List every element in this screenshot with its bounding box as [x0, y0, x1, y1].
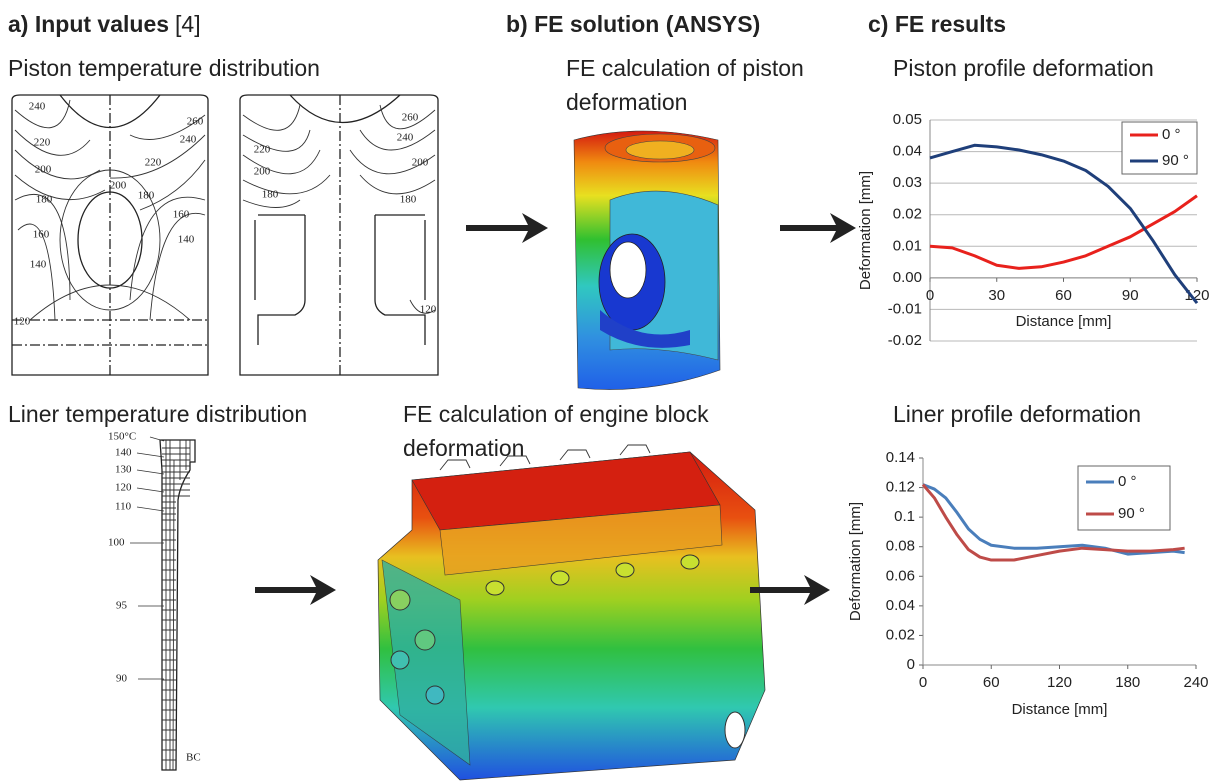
y-tick-label: -0.01: [888, 300, 922, 317]
caption: FE calculation of engine block: [403, 401, 709, 427]
y-tick-label: 0.1: [894, 508, 915, 525]
contour-label: 240: [180, 134, 197, 146]
x-tick-label: 0: [926, 287, 934, 304]
y-axis-label: Deformation [mm]: [857, 171, 874, 290]
contour-label: 220: [254, 144, 271, 156]
caption: deformation: [566, 89, 687, 115]
contour-label: 180: [400, 194, 417, 206]
data-line: [930, 196, 1197, 269]
leader-line: [137, 470, 164, 474]
y-tick-label: 0.06: [886, 567, 915, 584]
y-tick-label: 0.02: [893, 206, 922, 223]
temperature-label: 140: [115, 447, 132, 459]
caption: Piston temperature distribution: [8, 55, 320, 81]
y-tick-label: 0.04: [893, 143, 922, 160]
temperature-label: 110: [115, 501, 132, 513]
legend-label: 90 °: [1118, 505, 1145, 522]
leader-line: [137, 453, 164, 457]
arrow: [466, 213, 548, 243]
caption: Liner temperature distribution: [8, 401, 307, 427]
x-axis-label: Distance [mm]: [1016, 313, 1112, 330]
temperature-label: 100: [108, 537, 125, 549]
contour-label: 140: [178, 234, 195, 246]
y-tick-label: 0.01: [893, 237, 922, 254]
temperature-label: 90: [116, 673, 128, 685]
contour-label: 160: [33, 229, 50, 241]
temperature-label: 95: [116, 600, 128, 612]
leader-line: [150, 437, 164, 441]
contour-label: 160: [173, 209, 190, 221]
x-tick-label: 120: [1047, 674, 1072, 691]
y-tick-label: 0.00: [893, 269, 922, 286]
section-header: b) FE solution (ANSYS): [506, 11, 760, 37]
y-tick-label: 0.02: [886, 626, 915, 643]
header-ref: [4]: [175, 11, 201, 37]
contour-label: 200: [254, 166, 271, 178]
y-tick-label: 0.05: [893, 111, 922, 128]
temperature-label: BC: [186, 752, 201, 764]
contour-label: 240: [397, 132, 414, 144]
contour-label: 240: [29, 101, 46, 113]
section-header: c) FE results: [868, 11, 1006, 37]
figure: a) Input values[4] b) FE solution (ANSYS…: [0, 0, 1218, 783]
chart-title: Piston profile deformation: [893, 55, 1154, 81]
legend: 0 ° 90 °: [1078, 466, 1170, 530]
legend-label: 0 °: [1118, 473, 1137, 490]
temperature-label: 120: [115, 482, 132, 494]
x-tick-label: 60: [1055, 287, 1072, 304]
engine-block-fe-render: [378, 445, 765, 780]
caption: FE calculation of piston: [566, 55, 804, 81]
arrow: [255, 575, 336, 605]
x-tick-label: 240: [1183, 674, 1208, 691]
x-tick-label: 60: [983, 674, 1000, 691]
leader-line: [137, 488, 164, 492]
temperature-label: 150°C: [108, 431, 136, 443]
header-title: a) Input values: [8, 11, 169, 37]
piston-fe-render: [574, 131, 720, 390]
contour-label: 200: [412, 157, 429, 169]
legend: 0 ° 90 °: [1122, 122, 1197, 174]
y-tick-label: 0.03: [893, 174, 922, 191]
y-tick-label: 0.14: [886, 449, 915, 466]
legend-label: 90 °: [1162, 152, 1189, 169]
temperature-label: 130: [115, 464, 132, 476]
legend-label: 0 °: [1162, 126, 1181, 143]
liner-mesh: [160, 440, 195, 770]
chart-title: Liner profile deformation: [893, 401, 1141, 427]
y-tick-label: 0.12: [886, 479, 915, 496]
contour-label: 140: [30, 259, 47, 271]
y-axis-label: Deformation [mm]: [847, 502, 864, 621]
contour-label: 120: [420, 304, 437, 316]
x-tick-label: 90: [1122, 287, 1139, 304]
contour-label: 120: [14, 316, 31, 328]
contour-label: 200: [110, 180, 127, 192]
x-axis-label: Distance [mm]: [1012, 701, 1108, 718]
contour-label: 220: [145, 157, 162, 169]
x-tick-label: 30: [988, 287, 1005, 304]
contour-label: 180: [262, 189, 279, 201]
section-header: a) Input values[4]: [8, 11, 201, 37]
arrow: [750, 575, 830, 605]
y-tick-label: 0.08: [886, 538, 915, 555]
leader-line: [137, 507, 164, 511]
arrow: [780, 213, 856, 243]
contour-label: 260: [402, 112, 419, 124]
y-tick-label: 0: [907, 656, 915, 673]
contour-label: 260: [187, 116, 204, 128]
contour-label: 200: [35, 164, 52, 176]
x-tick-label: 0: [919, 674, 927, 691]
x-tick-label: 180: [1115, 674, 1140, 691]
y-tick-label: -0.02: [888, 332, 922, 349]
contour-label: 180: [138, 190, 155, 202]
contour-label: 180: [36, 194, 53, 206]
caption: deformation: [403, 435, 524, 461]
contour-label: 220: [34, 137, 51, 149]
y-tick-label: 0.04: [886, 597, 915, 614]
